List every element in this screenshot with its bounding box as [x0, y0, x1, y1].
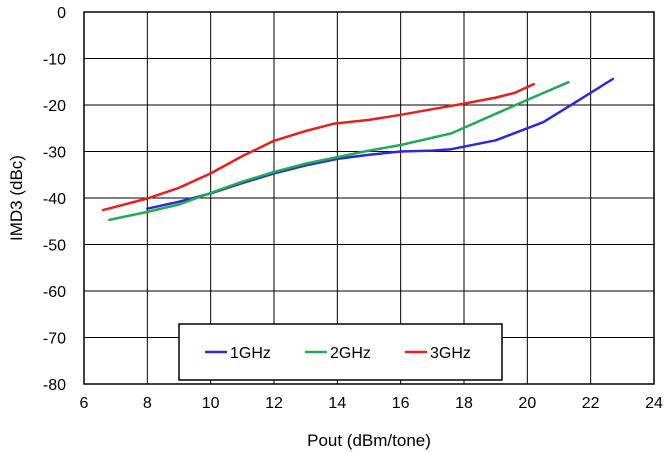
- x-tick-label: 20: [518, 395, 536, 412]
- x-tick-label: 18: [455, 395, 473, 412]
- x-tick-label: 14: [328, 395, 346, 412]
- y-tick-label: 0: [57, 5, 66, 22]
- legend-label-3GHz: 3GHz: [430, 345, 471, 362]
- series-line-2GHz: [108, 80, 570, 222]
- x-tick-label: 16: [392, 395, 410, 412]
- y-tick-label: -50: [43, 238, 66, 255]
- y-tick-label: -10: [43, 52, 66, 69]
- x-tick-label: 6: [80, 395, 89, 412]
- series-line-3GHz: [101, 82, 535, 212]
- legend-box: [178, 323, 503, 381]
- y-tick-label: -20: [43, 98, 66, 115]
- plot-frame: [83, 11, 655, 385]
- x-tick-label: 24: [645, 395, 663, 412]
- legend: 1GHz 2GHz 3GHz: [178, 323, 503, 381]
- y-tick-labels: 0 -10 -20 -30 -40 -50 -60 -70 -80: [43, 5, 66, 394]
- y-tick-label: -30: [43, 145, 66, 162]
- x-tick-label: 8: [143, 395, 152, 412]
- x-tick-label: 10: [202, 395, 220, 412]
- y-tick-label: -60: [43, 284, 66, 301]
- x-tick-label: 22: [582, 395, 600, 412]
- y-tick-label: -80: [43, 377, 66, 394]
- y-axis-label: IMD3 (dBc): [7, 155, 26, 241]
- x-axis-label: Pout (dBm/tone): [307, 431, 431, 450]
- x-tick-label: 12: [265, 395, 283, 412]
- series-line-1GHz: [146, 77, 615, 210]
- x-tick-labels: 6 8 10 12 14 16 18 20 22 24: [80, 395, 663, 412]
- legend-label-2GHz: 2GHz: [330, 345, 371, 362]
- series-layer: [101, 77, 615, 222]
- y-tick-label: -40: [43, 191, 66, 208]
- legend-label-1GHz: 1GHz: [230, 345, 271, 362]
- y-tick-label: -70: [43, 331, 66, 348]
